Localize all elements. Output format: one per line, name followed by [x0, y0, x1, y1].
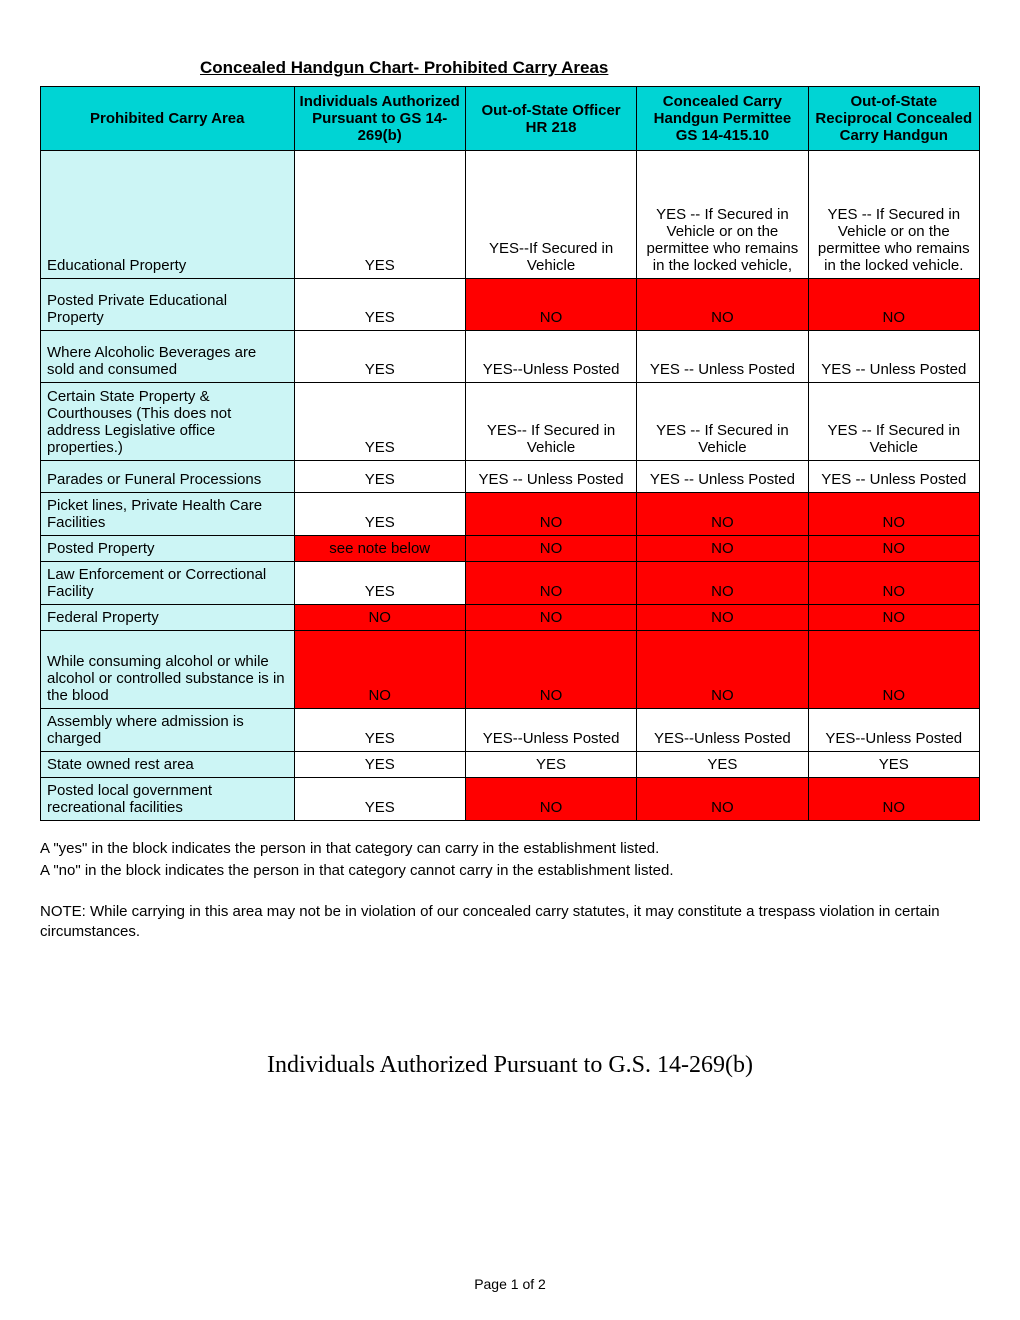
value-cell: YES--If Secured in Vehicle — [465, 151, 636, 279]
value-cell: NO — [465, 562, 636, 605]
value-cell: YES--Unless Posted — [465, 709, 636, 752]
prohibited-areas-table: Prohibited Carry AreaIndividuals Authori… — [40, 86, 980, 821]
column-header: Out-of-State Reciprocal Concealed Carry … — [808, 87, 979, 151]
value-cell: NO — [637, 279, 808, 331]
area-cell: Picket lines, Private Health Care Facili… — [41, 493, 295, 536]
page-number: Page 1 of 2 — [0, 1276, 1020, 1292]
area-cell: While consuming alcohol or while alcohol… — [41, 631, 295, 709]
value-cell: YES — [294, 493, 465, 536]
value-cell: NO — [808, 536, 979, 562]
table-row: Assembly where admission is chargedYESYE… — [41, 709, 980, 752]
column-header: Individuals Authorized Pursuant to GS 14… — [294, 87, 465, 151]
table-row: While consuming alcohol or while alcohol… — [41, 631, 980, 709]
value-cell: YES — [294, 383, 465, 461]
section-subtitle: Individuals Authorized Pursuant to G.S. … — [40, 1052, 980, 1079]
value-cell: YES — [294, 752, 465, 778]
table-body: Educational PropertyYESYES--If Secured i… — [41, 151, 980, 821]
value-cell: NO — [808, 778, 979, 821]
table-row: Parades or Funeral ProcessionsYESYES -- … — [41, 461, 980, 493]
table-row: Educational PropertyYESYES--If Secured i… — [41, 151, 980, 279]
table-header: Prohibited Carry AreaIndividuals Authori… — [41, 87, 980, 151]
value-cell: YES — [294, 562, 465, 605]
area-cell: Federal Property — [41, 605, 295, 631]
value-cell: YES -- Unless Posted — [808, 331, 979, 383]
value-cell: NO — [808, 631, 979, 709]
value-cell: YES — [294, 461, 465, 493]
value-cell: YES -- Unless Posted — [637, 461, 808, 493]
note-yes: A "yes" in the block indicates the perso… — [40, 839, 980, 859]
value-cell: YES — [808, 752, 979, 778]
table-row: Law Enforcement or Correctional Facility… — [41, 562, 980, 605]
value-cell: NO — [637, 778, 808, 821]
area-cell: Posted local government recreational fac… — [41, 778, 295, 821]
note-trespass: NOTE: While carrying in this area may no… — [40, 902, 980, 943]
value-cell: NO — [637, 493, 808, 536]
area-cell: Certain State Property & Courthouses (Th… — [41, 383, 295, 461]
value-cell: see note below — [294, 536, 465, 562]
area-cell: Educational Property — [41, 151, 295, 279]
value-cell: NO — [294, 631, 465, 709]
value-cell: NO — [465, 279, 636, 331]
value-cell: NO — [808, 562, 979, 605]
table-row: Posted local government recreational fac… — [41, 778, 980, 821]
value-cell: YES-- If Secured in Vehicle — [465, 383, 636, 461]
value-cell: YES -- If Secured in Vehicle — [808, 383, 979, 461]
value-cell: YES — [637, 752, 808, 778]
value-cell: YES — [294, 279, 465, 331]
value-cell: NO — [465, 631, 636, 709]
value-cell: YES -- Unless Posted — [808, 461, 979, 493]
table-row: Where Alcoholic Beverages are sold and c… — [41, 331, 980, 383]
value-cell: YES--Unless Posted — [465, 331, 636, 383]
value-cell: NO — [637, 605, 808, 631]
header-row: Prohibited Carry AreaIndividuals Authori… — [41, 87, 980, 151]
area-cell: State owned rest area — [41, 752, 295, 778]
column-header: Prohibited Carry Area — [41, 87, 295, 151]
value-cell: NO — [465, 605, 636, 631]
area-cell: Assembly where admission is charged — [41, 709, 295, 752]
area-cell: Posted Private Educational Property — [41, 279, 295, 331]
table-row: Posted Private Educational PropertyYESNO… — [41, 279, 980, 331]
value-cell: YES--Unless Posted — [808, 709, 979, 752]
column-header: Out-of-State Officer HR 218 — [465, 87, 636, 151]
value-cell: NO — [294, 605, 465, 631]
value-cell: YES — [294, 151, 465, 279]
chart-title: Concealed Handgun Chart- Prohibited Carr… — [40, 50, 980, 86]
value-cell: YES — [294, 709, 465, 752]
value-cell: YES--Unless Posted — [637, 709, 808, 752]
table-row: Posted Propertysee note belowNONONO — [41, 536, 980, 562]
value-cell: YES — [465, 752, 636, 778]
value-cell: YES -- If Secured in Vehicle — [637, 383, 808, 461]
value-cell: NO — [808, 605, 979, 631]
value-cell: YES -- If Secured in Vehicle or on the p… — [808, 151, 979, 279]
note-no: A "no" in the block indicates the person… — [40, 861, 980, 881]
value-cell: NO — [808, 493, 979, 536]
value-cell: YES -- Unless Posted — [465, 461, 636, 493]
page: Concealed Handgun Chart- Prohibited Carr… — [0, 0, 1020, 1320]
value-cell: NO — [808, 279, 979, 331]
table-row: Federal PropertyNONONONO — [41, 605, 980, 631]
value-cell: NO — [465, 536, 636, 562]
area-cell: Law Enforcement or Correctional Facility — [41, 562, 295, 605]
table-row: Certain State Property & Courthouses (Th… — [41, 383, 980, 461]
value-cell: NO — [637, 631, 808, 709]
notes-block: A "yes" in the block indicates the perso… — [40, 839, 980, 942]
value-cell: NO — [637, 536, 808, 562]
table-row: State owned rest areaYESYESYESYES — [41, 752, 980, 778]
value-cell: YES -- Unless Posted — [637, 331, 808, 383]
value-cell: NO — [637, 562, 808, 605]
value-cell: NO — [465, 493, 636, 536]
area-cell: Where Alcoholic Beverages are sold and c… — [41, 331, 295, 383]
value-cell: YES -- If Secured in Vehicle or on the p… — [637, 151, 808, 279]
area-cell: Posted Property — [41, 536, 295, 562]
table-row: Picket lines, Private Health Care Facili… — [41, 493, 980, 536]
column-header: Concealed Carry Handgun Permittee GS 14-… — [637, 87, 808, 151]
value-cell: YES — [294, 331, 465, 383]
area-cell: Parades or Funeral Processions — [41, 461, 295, 493]
value-cell: NO — [465, 778, 636, 821]
value-cell: YES — [294, 778, 465, 821]
